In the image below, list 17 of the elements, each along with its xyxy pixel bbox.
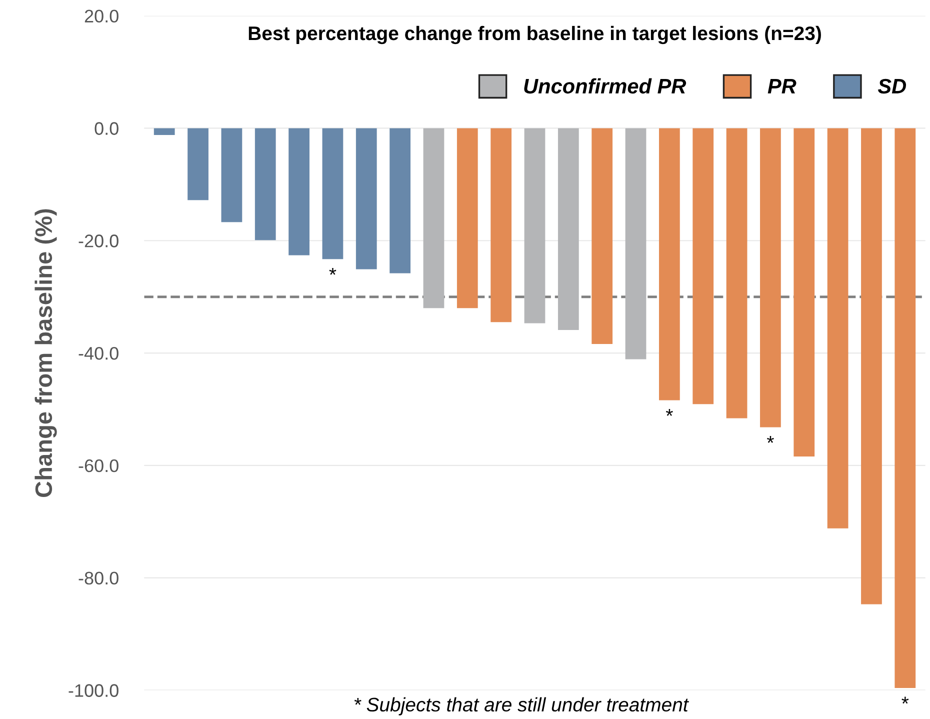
chart-title: Best percentage change from baseline in target lesions (n=23) <box>248 26 821 44</box>
legend-label: SD <box>878 78 906 94</box>
y-axis-title: Change from baseline (%) <box>34 209 57 498</box>
y-tick-label: -20.0 <box>78 234 118 248</box>
data-label: * <box>902 696 909 704</box>
text: * Subjects that are still under treatment <box>354 697 690 716</box>
y-tick-label: 20.0 <box>84 10 118 23</box>
legend-label: Unconfirmed PR <box>524 78 686 94</box>
data-label: * <box>766 436 774 443</box>
y-tick-label: 0.0 <box>94 122 118 135</box>
y-tick-label: -60.0 <box>78 459 118 472</box>
legend-label: PR <box>768 79 796 94</box>
y-tick-label: -80.0 <box>78 572 118 585</box>
data-label: * <box>666 409 673 416</box>
data-label: * <box>329 268 336 275</box>
y-tick-label: -100.0 <box>68 684 118 697</box>
y-tick-label: -40.0 <box>78 346 118 360</box>
